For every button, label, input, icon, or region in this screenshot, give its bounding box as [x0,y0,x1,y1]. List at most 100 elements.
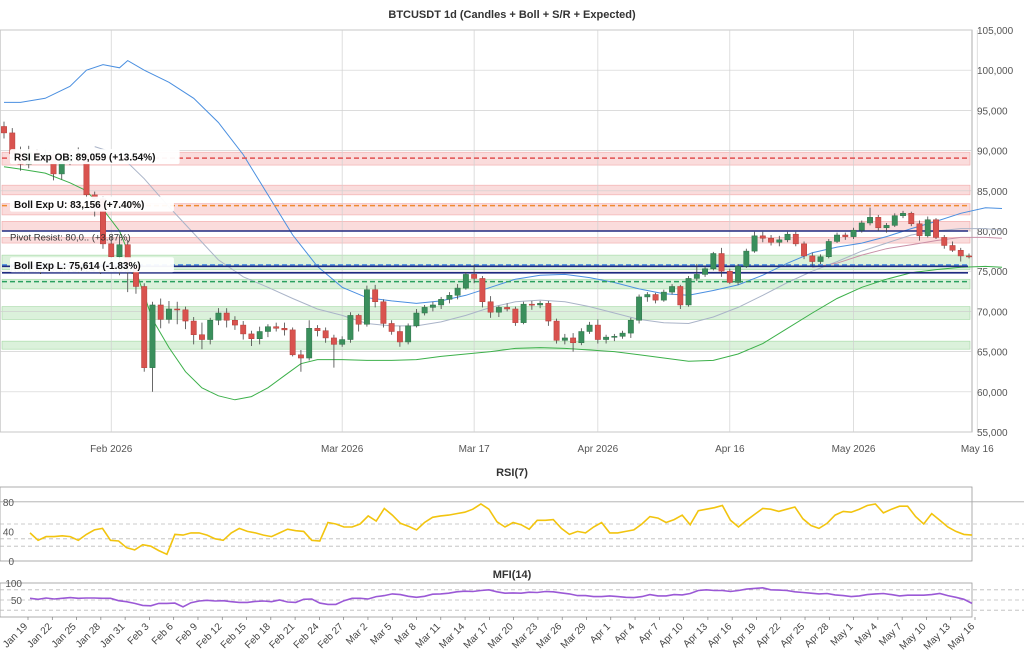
candle-body [528,303,535,306]
candle [363,285,370,327]
candle-body [363,289,370,325]
candle [520,301,527,325]
candle-body [619,332,626,337]
candle [891,213,898,227]
candle-body [858,222,865,231]
candle [619,330,626,339]
candle [504,303,511,312]
resistance-zone [1,203,971,216]
main-chart-title: BTCUSDT 1d (Candles + Boll + S/R + Expec… [388,9,636,21]
mfi-x-tick-label: Apr 13 [681,621,710,650]
candle [232,316,238,330]
candle-body [768,237,774,243]
candle [751,231,758,253]
mfi-x-tick-label: Apr 10 [657,621,686,650]
mfi-x-tick-label: Apr 4 [612,621,637,646]
candle-body [215,312,222,321]
candle [759,231,766,243]
candle-body [570,337,577,344]
candle-body [380,301,387,324]
candle-body [289,329,296,356]
candle-body [685,278,692,306]
candle-body [512,308,519,323]
candle-body [454,287,461,296]
candle-body [900,213,906,216]
candle-body [842,234,849,237]
candle-body [710,253,717,270]
main-x-tick-label: Feb 2026 [90,444,133,455]
candle-body [413,312,420,327]
level-label-box [10,149,180,165]
candle [825,239,832,259]
candle [957,247,964,262]
candle-body [652,294,659,301]
candle-body [669,286,676,293]
candle [471,264,478,284]
candle [512,306,519,326]
candle-body [817,256,824,262]
main-x-tick-label: Mar 2026 [321,444,364,455]
candle [306,320,313,361]
mfi-x-tick-label: Mar 11 [414,621,444,651]
candle [199,322,205,350]
candle [545,300,552,326]
mfi-x-tick-label: Feb 12 [195,621,225,651]
mfi-x-tick-label: Mar 14 [437,621,467,651]
candle-body [322,330,329,339]
support-zone [1,340,971,350]
candle-body [240,324,247,335]
candle [801,241,807,260]
candle-body [306,328,313,359]
candle [429,301,436,312]
candle [677,284,684,309]
candle [223,308,230,328]
mfi-x-tick-label: Jan 25 [50,621,79,650]
candle [883,222,890,233]
candle [941,235,948,249]
candle-body [405,325,412,343]
candle [636,294,643,324]
candle [157,298,164,329]
rsi-y-tick-label: 80 [3,498,15,509]
rsi-y-tick-label: 40 [3,527,15,538]
level-label-text: RSI Exp OB: 89,059 (+13.54%) [14,153,155,164]
candle [289,327,296,357]
candle [479,276,486,308]
candle-body [924,219,931,237]
level-label-box [10,257,174,273]
candle [924,216,931,238]
rsi-panel-title: RSI(7) [496,467,528,479]
mfi-x-tick-label: Mar 5 [368,621,394,647]
candle-body [347,315,354,340]
main-y-tick-label: 100,000 [977,66,1014,77]
candle [396,325,403,347]
candle-body [462,274,469,289]
candle-body [561,337,568,341]
candle [421,304,428,316]
bollinger-middle-line [94,146,1003,327]
candle-body [578,331,585,344]
level-label: Boll Exp U: 83,156 (+7.40%) [10,196,174,212]
mfi-x-tick-label: Feb 6 [150,621,176,647]
candle [875,214,882,231]
candle-body [421,307,428,314]
candle-body [636,296,643,321]
candle-body [735,266,741,283]
candle [792,231,799,247]
candle-body [883,225,890,229]
mfi-x-tick-label: Apr 22 [754,621,783,650]
candle-body [966,255,972,258]
candle [297,349,304,372]
candle-body [265,326,271,332]
mfi-x-tick-label: Mar 29 [559,621,589,651]
mfi-x-tick-label: Mar 20 [486,621,516,651]
candle [537,300,544,309]
candle-body [718,253,725,272]
candle-body [941,237,948,246]
candle [611,333,618,342]
candle [462,272,469,290]
candle-body [809,255,816,262]
mfi-x-tick-label: Feb 18 [243,621,273,651]
candle-body [537,303,544,306]
